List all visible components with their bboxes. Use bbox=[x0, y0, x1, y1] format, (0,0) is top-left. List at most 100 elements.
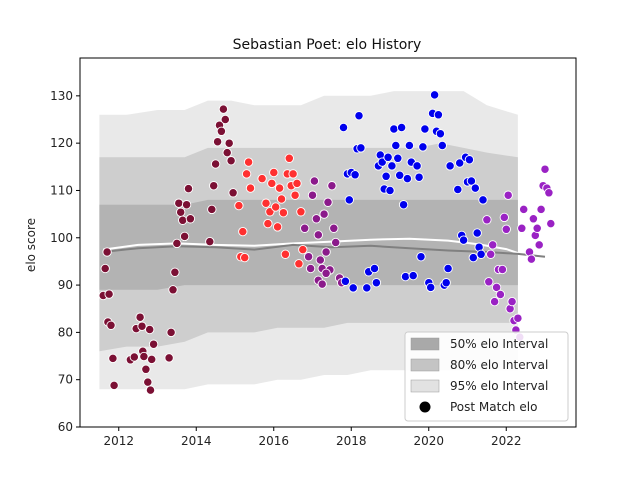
post-match-point bbox=[540, 164, 550, 174]
y-tick-label: 120 bbox=[50, 136, 73, 150]
y-tick-label: 100 bbox=[50, 231, 73, 245]
post-match-point bbox=[354, 111, 364, 121]
post-match-point bbox=[174, 198, 184, 208]
post-match-point bbox=[263, 218, 273, 229]
post-match-point bbox=[241, 169, 252, 179]
post-match-point bbox=[491, 282, 502, 293]
post-match-point bbox=[222, 147, 232, 158]
post-match-point bbox=[238, 226, 248, 237]
post-match-point bbox=[313, 230, 323, 240]
post-match-point bbox=[517, 223, 527, 233]
post-match-point bbox=[102, 247, 112, 257]
legend-label: Post Match elo bbox=[450, 400, 537, 414]
post-match-point bbox=[472, 228, 482, 238]
post-match-point bbox=[185, 214, 196, 224]
y-tick-label: 80 bbox=[58, 325, 73, 339]
post-match-point bbox=[284, 153, 294, 163]
post-match-point bbox=[176, 207, 186, 217]
post-match-point bbox=[168, 285, 178, 295]
post-match-point bbox=[319, 209, 329, 219]
post-match-point bbox=[145, 324, 155, 335]
post-match-point bbox=[183, 183, 194, 194]
post-match-point bbox=[212, 137, 223, 147]
post-match-point bbox=[532, 223, 542, 233]
post-match-point bbox=[391, 140, 401, 151]
post-match-point bbox=[429, 90, 440, 100]
post-match-point bbox=[226, 156, 236, 166]
post-match-point bbox=[546, 218, 556, 229]
post-match-point bbox=[292, 178, 302, 189]
x-tick-label: 2014 bbox=[181, 434, 212, 448]
post-match-point bbox=[243, 157, 254, 167]
post-match-point bbox=[224, 138, 234, 148]
post-match-point bbox=[106, 320, 116, 330]
post-match-point bbox=[315, 255, 325, 265]
post-match-point bbox=[205, 236, 215, 247]
post-match-point bbox=[323, 197, 333, 207]
post-match-point bbox=[476, 249, 486, 259]
post-match-point bbox=[139, 351, 149, 362]
post-match-point bbox=[356, 143, 366, 153]
post-match-point bbox=[468, 252, 478, 263]
post-match-point bbox=[296, 207, 306, 217]
post-match-point bbox=[338, 122, 349, 133]
post-match-point bbox=[170, 267, 180, 277]
post-match-point bbox=[464, 155, 475, 165]
post-match-point bbox=[181, 200, 192, 210]
post-match-point bbox=[371, 278, 382, 288]
plot-area: 2012 2014 2016 2018 2020 2022 60 70 80 90 100 110 12… bbox=[50, 57, 577, 448]
chart-title: Sebastian Poet: elo History bbox=[233, 37, 422, 53]
post-match-point bbox=[426, 282, 436, 293]
post-match-point bbox=[257, 173, 267, 184]
post-match-point bbox=[321, 268, 331, 278]
post-match-point bbox=[482, 215, 492, 225]
post-match-point bbox=[228, 188, 238, 198]
post-match-point bbox=[528, 214, 539, 224]
post-match-point bbox=[443, 263, 453, 274]
post-match-point bbox=[135, 312, 145, 322]
post-match-point bbox=[377, 157, 387, 167]
post-match-point bbox=[385, 185, 395, 196]
post-match-point bbox=[148, 339, 159, 349]
post-match-point bbox=[445, 161, 455, 171]
post-match-point bbox=[129, 352, 139, 362]
post-match-point bbox=[218, 104, 229, 114]
x-tick-label: 2020 bbox=[413, 434, 444, 448]
post-match-point bbox=[340, 276, 351, 286]
post-match-point bbox=[305, 263, 316, 274]
x-tick-label: 2018 bbox=[336, 434, 367, 448]
post-match-point bbox=[437, 140, 447, 151]
post-match-point bbox=[519, 204, 529, 215]
post-match-point bbox=[526, 254, 537, 264]
post-match-point bbox=[408, 270, 418, 281]
post-match-point bbox=[290, 190, 300, 200]
post-match-point bbox=[441, 278, 451, 288]
post-match-point bbox=[544, 188, 554, 198]
post-match-point bbox=[497, 264, 508, 275]
post-match-point bbox=[458, 235, 469, 245]
post-match-point bbox=[418, 142, 428, 152]
x-tick-label: 2016 bbox=[258, 434, 289, 448]
post-match-point bbox=[178, 215, 188, 225]
post-match-point bbox=[478, 195, 488, 205]
post-match-point bbox=[220, 114, 230, 125]
legend-label: 80% elo Interval bbox=[450, 358, 548, 372]
post-match-point bbox=[534, 240, 544, 250]
y-axis-label: elo score bbox=[24, 218, 38, 272]
post-match-point bbox=[381, 171, 391, 181]
post-match-point bbox=[383, 152, 393, 162]
post-match-point bbox=[327, 181, 337, 191]
y-tick-label: 60 bbox=[58, 420, 73, 434]
post-match-point bbox=[344, 195, 354, 205]
post-match-point bbox=[309, 176, 320, 186]
post-match-point bbox=[369, 263, 380, 274]
legend-label: 50% elo Interval bbox=[450, 337, 548, 351]
post-match-point bbox=[108, 353, 118, 364]
post-match-point bbox=[513, 313, 523, 323]
post-match-point bbox=[536, 204, 546, 215]
post-match-point bbox=[466, 176, 477, 186]
post-match-point bbox=[455, 158, 465, 168]
post-match-point bbox=[393, 153, 403, 163]
post-match-point bbox=[269, 167, 279, 178]
